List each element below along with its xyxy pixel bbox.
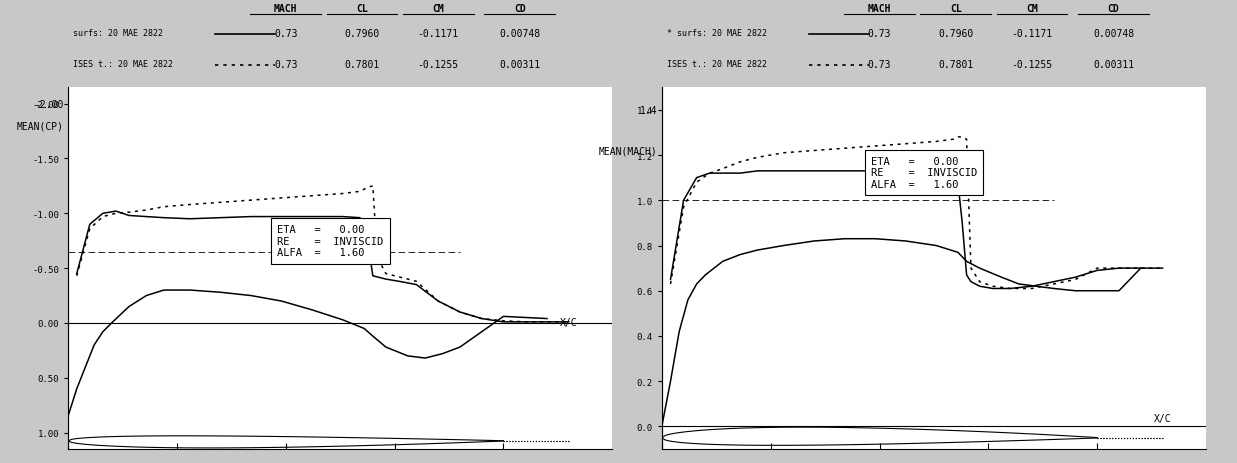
Text: ISES t.: 20 MAE 2822: ISES t.: 20 MAE 2822 [73,60,173,69]
Text: CD: CD [513,4,526,14]
Text: MACH: MACH [868,4,891,14]
Text: -0.1255: -0.1255 [1012,60,1053,70]
Text: 0.73: 0.73 [275,60,297,70]
Text: 0.00748: 0.00748 [500,29,541,39]
Text: 0.00311: 0.00311 [500,60,541,70]
Text: MACH: MACH [275,4,297,14]
Text: 0.7801: 0.7801 [938,60,974,70]
Text: CD: CD [1107,4,1119,14]
Text: X/C: X/C [1154,413,1171,423]
Text: 0.73: 0.73 [868,29,891,39]
Text: -0.1171: -0.1171 [418,29,459,39]
Text: MEAN(CP): MEAN(CP) [16,121,63,131]
Text: 0.00748: 0.00748 [1094,29,1134,39]
Text: MEAN(MACH): MEAN(MACH) [599,146,657,156]
Text: X/C: X/C [560,318,578,328]
Text: CM: CM [432,4,444,14]
Text: 0.73: 0.73 [275,29,297,39]
Text: 0.73: 0.73 [868,60,891,70]
Text: surfs: 20 MAE 2822: surfs: 20 MAE 2822 [73,29,163,38]
Text: CM: CM [1025,4,1038,14]
Text: 0.7801: 0.7801 [344,60,380,70]
Text: 0.7960: 0.7960 [344,29,380,39]
Text: ETA   =   0.00
RE    =  INVISCID
ALFA  =   1.60: ETA = 0.00 RE = INVISCID ALFA = 1.60 [871,156,977,189]
Text: -2.00: -2.00 [35,100,63,109]
Text: -0.1255: -0.1255 [418,60,459,70]
Text: CL: CL [950,4,961,14]
Text: 0.7960: 0.7960 [938,29,974,39]
Text: ISES t.: 20 MAE 2822: ISES t.: 20 MAE 2822 [667,60,767,69]
Text: -0.1171: -0.1171 [1012,29,1053,39]
Text: * surfs: 20 MAE 2822: * surfs: 20 MAE 2822 [667,29,767,38]
Text: ETA   =   0.00
RE    =  INVISCID
ALFA  =   1.60: ETA = 0.00 RE = INVISCID ALFA = 1.60 [277,225,383,258]
Text: CL: CL [356,4,367,14]
Text: 1.4: 1.4 [640,106,657,116]
Text: 0.00311: 0.00311 [1094,60,1134,70]
